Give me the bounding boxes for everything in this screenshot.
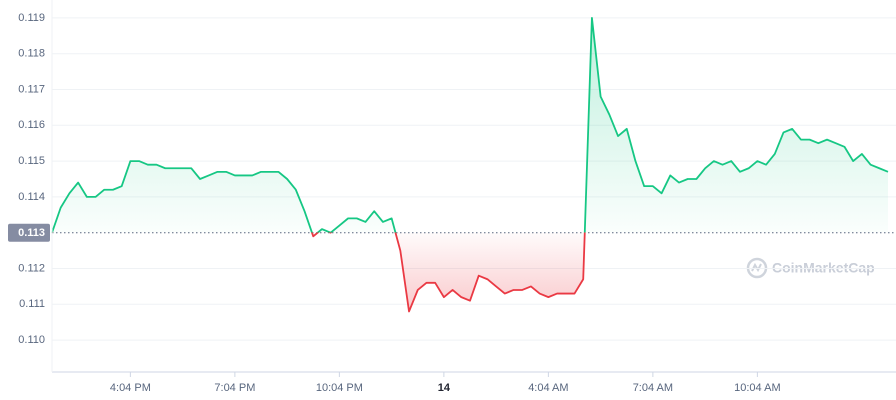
y-tick-label: 0.111 [19,298,45,310]
y-tick-label: 0.116 [18,119,45,131]
price-area [52,17,888,312]
y-tick-label: 0.118 [18,48,45,60]
price-line [51,17,889,313]
y-tick-label: 0.112 [18,262,45,274]
x-tick-label: 4:04 AM [528,382,568,394]
x-tick-label: 14 [438,382,451,394]
x-tick-label: 10:04 PM [316,382,363,394]
baseline-label-box [8,223,50,242]
y-tick-label: 0.110 [18,334,45,346]
x-tick-label: 7:04 PM [214,382,255,394]
y-tick-label: 0.117 [18,83,45,95]
x-tick-label: 7:04 AM [633,382,673,394]
y-tick-label: 0.119 [18,12,45,24]
watermark-text: CoinMarketCap [772,260,875,276]
baseline-label: 0.113 [18,227,45,239]
watermark-logo-mark [751,262,762,273]
y-tick-label: 0.114 [18,191,45,203]
x-tick-label: 10:04 AM [734,382,780,394]
x-tick-label: 4:04 PM [110,382,151,394]
y-tick-label: 0.115 [18,155,45,167]
